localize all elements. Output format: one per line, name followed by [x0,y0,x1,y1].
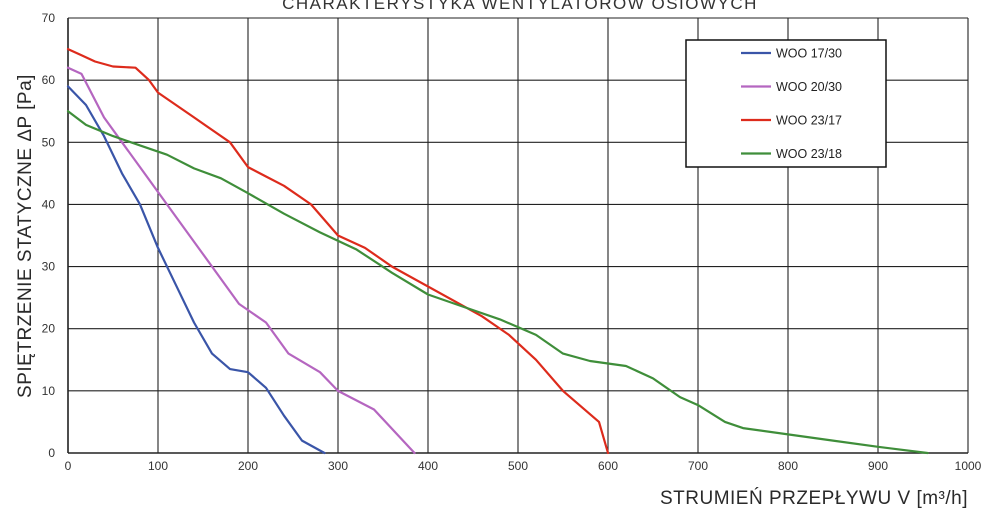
series-line-woo-23-17 [66,47,610,455]
x-tick-label: 900 [868,459,888,473]
x-axis-label: STRUMIEŃ PRZEPŁYWU V [m³/h] [660,488,968,509]
y-tick-label: 20 [42,322,56,336]
series-line-woo-23-18 [66,110,929,455]
y-axis-label: SPIĘTRZENIE STATYCZNE ΔP [Pa] [15,74,36,398]
legend: WOO 17/30 WOO 20/30 WOO 23/17 WOO 23/18 [685,39,887,168]
x-tick-label: 100 [148,459,168,473]
legend-label: WOO 23/17 [776,114,842,128]
x-tick-label: 1000 [955,459,982,473]
x-tick-labels: 0 100 200 300 400 500 600 700 800 900 1000 [65,459,982,473]
y-tick-label: 0 [48,446,55,460]
y-tick-label: 60 [42,73,56,87]
x-tick-label: 800 [778,459,798,473]
series-line-woo-17-30 [66,85,326,455]
x-tick-label: 0 [65,459,72,473]
series-layer [66,47,929,455]
y-tick-label: 50 [42,135,56,149]
y-tick-label: 70 [42,11,56,25]
x-tick-label: 200 [238,459,258,473]
chart-title: CHARAKTERYSTYKA WENTYLATORÓW OSIOWYCH [282,0,758,13]
legend-box [685,39,887,168]
x-tick-label: 600 [598,459,618,473]
y-tick-label: 40 [42,197,56,211]
legend-label: WOO 23/18 [776,147,842,161]
y-tick-labels: 0 10 20 30 40 50 60 70 [42,11,56,460]
series-line-woo-20-30 [66,66,416,455]
y-tick-label: 10 [42,384,56,398]
legend-label: WOO 20/30 [776,80,842,94]
x-tick-label: 300 [328,459,348,473]
y-tick-label: 30 [42,260,56,274]
legend-label: WOO 17/30 [776,47,842,61]
x-tick-label: 700 [688,459,708,473]
x-tick-label: 500 [508,459,528,473]
x-tick-label: 400 [418,459,438,473]
